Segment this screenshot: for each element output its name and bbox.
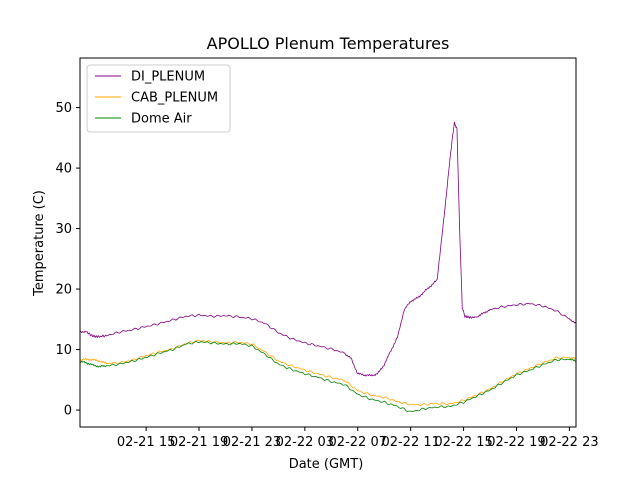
y-tick-label: 0 [64,404,72,419]
x-tick-label: 02-22 23 [540,435,598,450]
x-tick-label: 02-22 11 [381,435,439,450]
y-axis-label: Temperature (C) [32,190,47,297]
y-axis: 0 10 20 30 40 50 [55,101,80,419]
series-line-di-plenum [79,121,577,377]
legend: DI_PLENUM CAB_PLENUM Dome Air [86,64,231,133]
y-tick-label: 50 [55,101,72,116]
y-tick-label: 30 [55,222,72,237]
x-tick-label: 02-22 19 [487,435,545,450]
x-tick-label: 02-22 03 [276,435,334,450]
x-axis-label: Date (GMT) [289,457,364,472]
x-tick-label: 02-21 15 [117,435,175,450]
x-tick-label: 02-21 23 [223,435,281,450]
series-line-cab-plenum [79,339,577,407]
x-tick-label: 02-22 07 [329,435,387,450]
x-tick-label: 02-21 19 [170,435,228,450]
x-tick-label: 02-22 15 [434,435,492,450]
y-tick-label: 20 [55,283,72,298]
legend-label: DI_PLENUM [131,70,205,85]
series-layer [79,121,577,412]
legend-label: CAB_PLENUM [131,91,218,106]
series-line-dome-air [79,340,577,412]
plot-frame [79,57,577,428]
legend-box [86,64,231,133]
y-tick-label: 10 [55,343,72,358]
chart-title: APOLLO Plenum Temperatures [207,34,450,53]
y-tick-label: 40 [55,162,72,177]
legend-label: Dome Air [131,112,192,127]
